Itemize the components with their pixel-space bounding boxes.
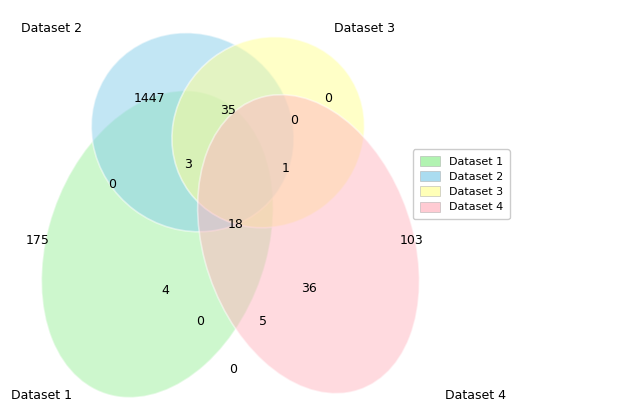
- Text: 0: 0: [108, 178, 116, 191]
- Legend: Dataset 1, Dataset 2, Dataset 3, Dataset 4: Dataset 1, Dataset 2, Dataset 3, Dataset…: [413, 149, 509, 219]
- Text: 0: 0: [323, 92, 332, 105]
- Ellipse shape: [91, 33, 294, 232]
- Text: 1: 1: [282, 162, 290, 175]
- Text: Dataset 2: Dataset 2: [21, 22, 82, 35]
- Text: 5: 5: [259, 315, 267, 329]
- Text: 35: 35: [220, 104, 236, 117]
- Text: 103: 103: [400, 234, 424, 247]
- Text: 0: 0: [229, 364, 237, 376]
- Text: Dataset 1: Dataset 1: [11, 389, 72, 402]
- Ellipse shape: [172, 37, 364, 228]
- Text: 18: 18: [228, 218, 243, 230]
- Text: 4: 4: [161, 284, 169, 297]
- Text: 3: 3: [183, 158, 192, 171]
- Text: Dataset 4: Dataset 4: [445, 389, 506, 402]
- Text: 0: 0: [196, 315, 204, 329]
- Text: 36: 36: [300, 282, 317, 295]
- Ellipse shape: [42, 91, 273, 398]
- Text: Dataset 3: Dataset 3: [333, 22, 395, 35]
- Text: 0: 0: [290, 114, 299, 127]
- Ellipse shape: [198, 95, 419, 394]
- Text: 175: 175: [26, 234, 49, 247]
- Text: 1447: 1447: [134, 92, 165, 105]
